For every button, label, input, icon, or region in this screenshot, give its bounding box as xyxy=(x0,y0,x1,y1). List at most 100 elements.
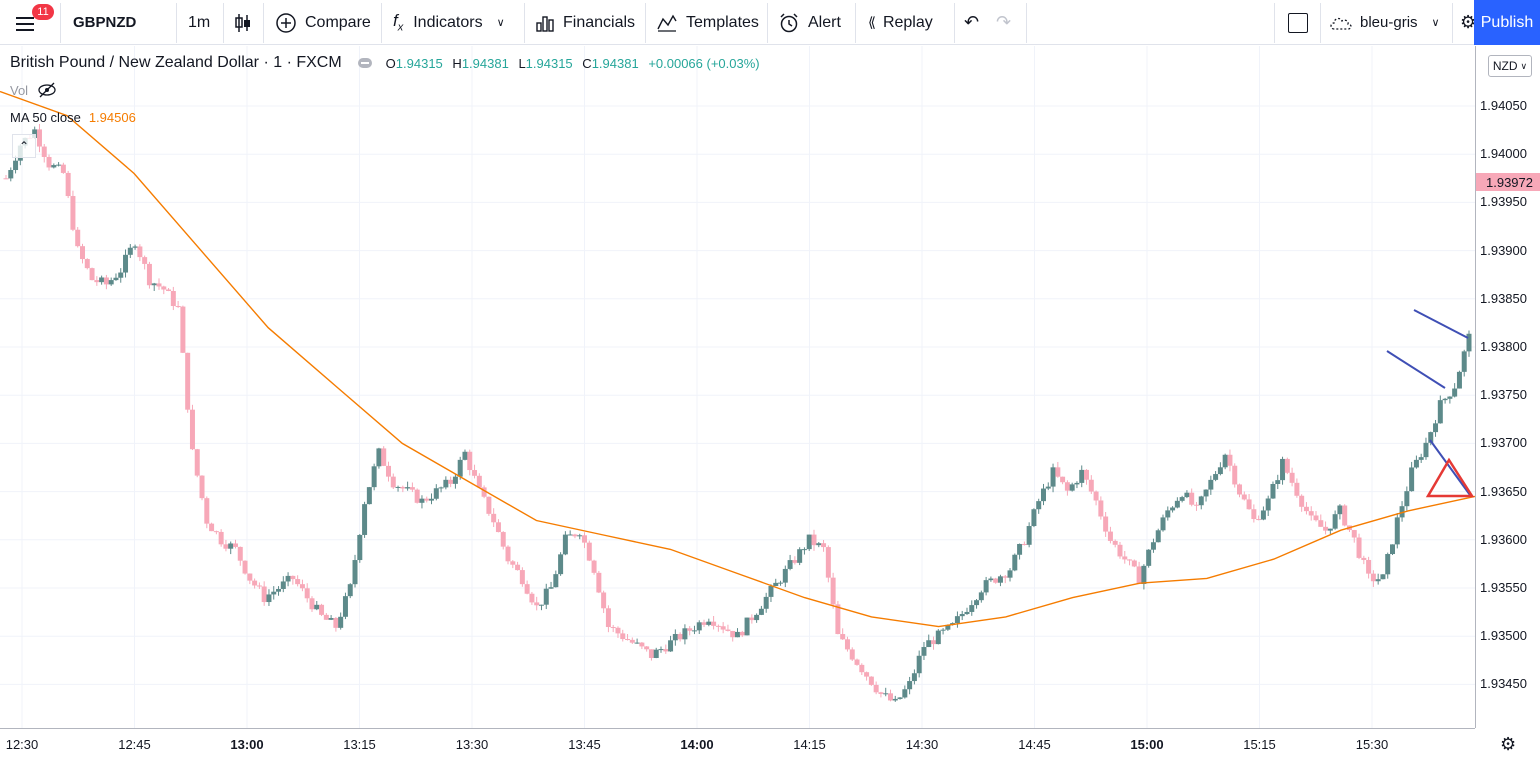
trend-line[interactable] xyxy=(1429,439,1471,496)
candle-up xyxy=(567,534,573,536)
redo-button[interactable]: ↷ xyxy=(996,0,1011,45)
candle-down xyxy=(591,560,597,573)
candle-down xyxy=(199,475,205,499)
candle-up xyxy=(1461,351,1467,372)
candle-up xyxy=(328,618,334,620)
candle-up xyxy=(1165,510,1171,518)
time-tick-label: 14:30 xyxy=(905,737,939,752)
candle-up xyxy=(577,535,583,537)
candle-up xyxy=(1074,482,1080,485)
chevron-down-icon: ∨ xyxy=(1431,17,1440,29)
price-tick-label: 1.93800 xyxy=(1480,339,1527,354)
indicators-button[interactable]: fx Indicators ∨ xyxy=(393,0,505,45)
templates-button[interactable]: Templates xyxy=(656,0,759,45)
candle-up xyxy=(1017,543,1023,555)
candle-up xyxy=(1040,488,1046,502)
ma-value: 1.94506 xyxy=(88,110,136,125)
candle-down xyxy=(844,639,850,650)
candle-up xyxy=(123,254,129,273)
publish-button[interactable]: Publish xyxy=(1474,0,1540,45)
candle-down xyxy=(295,579,301,585)
candle-down xyxy=(448,479,454,484)
candle-down xyxy=(1303,506,1309,512)
replay-label: Replay xyxy=(882,13,933,31)
alert-button[interactable]: Alert xyxy=(778,0,841,45)
candle-down xyxy=(1356,537,1362,558)
chart-style-button[interactable] xyxy=(233,0,253,45)
chart-settings-button[interactable]: ⚙ xyxy=(1500,734,1516,755)
candle-up xyxy=(1327,528,1333,531)
candle-up xyxy=(1452,388,1458,397)
eye-hidden-icon[interactable] xyxy=(36,82,58,98)
toolbar-divider xyxy=(855,3,856,43)
candle-up xyxy=(395,486,401,488)
candle-up xyxy=(1423,442,1429,458)
chart-canvas[interactable] xyxy=(0,46,1475,728)
trend-line[interactable] xyxy=(1386,350,1446,389)
toolbar-divider xyxy=(645,3,646,43)
symbol-legend: British Pound / New Zealand Dollar · 1 ·… xyxy=(10,54,760,72)
interval-button[interactable]: 1m xyxy=(188,13,211,31)
user-drawings[interactable] xyxy=(1386,309,1475,498)
candle-down xyxy=(1370,573,1376,582)
candle-up xyxy=(1150,542,1156,550)
candle-down xyxy=(500,532,506,547)
ma-legend: MA 50 close 1.94506 xyxy=(10,110,136,125)
candle-up xyxy=(1409,467,1415,492)
candle-up xyxy=(1337,505,1343,515)
trend-line[interactable] xyxy=(1413,309,1469,339)
layout-button[interactable]: bleu-gris ∨ xyxy=(1328,0,1440,45)
toolbar-divider xyxy=(1320,3,1321,43)
triangle-drawing[interactable] xyxy=(1425,457,1475,498)
candle-up xyxy=(366,487,372,505)
toolbar-divider xyxy=(767,3,768,43)
notification-badge: 11 xyxy=(32,4,54,20)
candle-up xyxy=(816,543,822,546)
compare-button[interactable]: Compare xyxy=(275,0,371,45)
candle-down xyxy=(170,291,176,307)
undo-button[interactable]: ↶ xyxy=(964,0,979,45)
candle-down xyxy=(601,592,607,609)
financials-button[interactable]: Financials xyxy=(535,0,635,45)
candle-down xyxy=(481,487,487,497)
candle-down xyxy=(582,535,588,543)
candle-up xyxy=(1141,565,1147,584)
symbol-search-button[interactable]: GBPNZD xyxy=(73,14,137,31)
candle-down xyxy=(223,544,229,549)
candle-down xyxy=(1055,467,1061,477)
candle-down xyxy=(1060,476,1066,483)
candle-up xyxy=(1270,484,1276,499)
replay-button[interactable]: ⟨⟨ Replay xyxy=(868,0,933,45)
candle-down xyxy=(1064,482,1070,491)
candle-down xyxy=(620,633,626,640)
price-scale[interactable] xyxy=(1475,46,1540,728)
collapse-legend-button[interactable]: ⌃ xyxy=(12,134,36,158)
candle-up xyxy=(892,698,898,701)
legend-toggle[interactable] xyxy=(357,58,372,68)
candle-down xyxy=(610,627,616,629)
chevron-down-icon: ∨ xyxy=(496,17,505,29)
candle-down xyxy=(1107,531,1113,541)
candle-up xyxy=(1260,510,1266,520)
candle-up xyxy=(357,534,363,561)
candle-up xyxy=(1385,554,1391,575)
candle-down xyxy=(1323,526,1329,531)
settings-button[interactable]: ⚙ xyxy=(1460,0,1476,45)
undo-icon: ↶ xyxy=(964,12,980,32)
time-scale[interactable] xyxy=(0,728,1475,760)
rewind-icon: ⟨⟨ xyxy=(868,14,876,30)
candle-down xyxy=(849,649,855,660)
candle-down xyxy=(175,306,181,308)
indicators-label: Indicators xyxy=(413,13,483,31)
candle-down xyxy=(390,476,396,488)
menu-button[interactable] xyxy=(14,0,46,45)
currency-button[interactable]: NZD ∨ xyxy=(1488,55,1532,77)
candle-up xyxy=(1380,574,1386,580)
candle-up xyxy=(1155,530,1161,543)
candle-down xyxy=(821,543,827,548)
candle-down xyxy=(204,498,210,524)
candle-down xyxy=(519,570,525,585)
candle-down xyxy=(586,542,592,561)
toolbar-divider xyxy=(60,3,61,43)
fullscreen-button[interactable] xyxy=(1288,0,1308,45)
